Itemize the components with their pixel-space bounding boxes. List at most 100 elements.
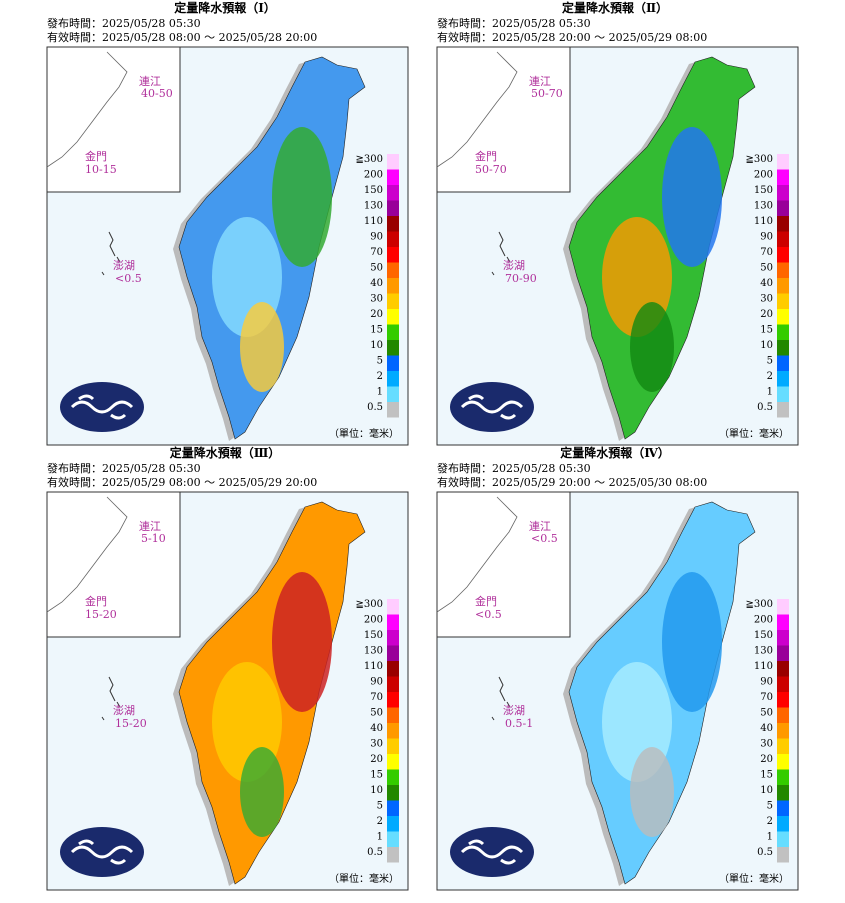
legend-swatch	[387, 216, 399, 232]
legend-label: 150	[754, 630, 773, 641]
legend-swatch	[777, 831, 789, 847]
legend-swatch	[387, 355, 399, 371]
valid-time: 有效時間：2025/05/29 08:00 ～ 2025/05/29 20:00	[47, 475, 317, 489]
penghu-islands	[101, 676, 121, 721]
region-value: 50-70	[531, 87, 563, 100]
legend-swatch	[777, 800, 789, 816]
legend-label: 50	[760, 708, 773, 719]
legend-label: 110	[364, 661, 383, 672]
legend-label: 40	[760, 278, 773, 289]
cwa-logo-wave	[460, 394, 524, 420]
region-value: 5-10	[141, 532, 166, 545]
unit-label: （單位：毫米）	[329, 872, 399, 885]
legend-label: 5	[377, 801, 383, 812]
legend-swatch	[387, 707, 399, 723]
legend-swatch	[777, 231, 789, 247]
panel-title: 定量降水預報（Ⅱ）	[562, 0, 668, 15]
rain-area	[240, 302, 284, 392]
legend-swatch	[777, 293, 789, 309]
cwa-logo	[60, 382, 144, 432]
legend-label: 2	[767, 371, 773, 382]
legend-label: 90	[760, 677, 773, 688]
valid-time: 有效時間：2025/05/28 20:00 ～ 2025/05/29 08:00	[437, 30, 707, 44]
legend-swatch	[777, 614, 789, 630]
region-name: 連江	[529, 74, 551, 88]
legend-swatch	[387, 614, 399, 630]
legend-label: 90	[760, 232, 773, 243]
rain-area	[272, 572, 332, 712]
cwa-logo	[60, 827, 144, 877]
mainland-coast	[46, 496, 128, 613]
legend-swatch	[387, 340, 399, 356]
legend-label: 150	[364, 630, 383, 641]
inset-box	[46, 491, 181, 638]
region-name: 澎湖	[503, 704, 525, 717]
legend-swatch	[777, 386, 789, 402]
rain-area	[630, 302, 674, 392]
rain-area	[630, 747, 674, 837]
legend-swatch	[777, 309, 789, 325]
legend-label: 110	[754, 216, 773, 227]
legend-swatch	[387, 769, 399, 785]
legend-swatch	[387, 754, 399, 770]
region-name: 澎湖	[503, 259, 525, 272]
legend-label: 40	[370, 723, 383, 734]
panel-title: 定量降水預報（Ⅳ）	[560, 445, 670, 460]
legend-label: 10	[760, 785, 773, 796]
legend-swatch	[387, 185, 399, 201]
rain-area	[272, 127, 332, 267]
legend-label: 30	[370, 739, 383, 750]
legend-swatch	[387, 293, 399, 309]
legend-swatch	[777, 645, 789, 661]
legend-label: 1	[767, 387, 773, 398]
legend-swatch	[387, 154, 399, 170]
legend-label: 2	[767, 816, 773, 827]
legend-swatch	[777, 355, 789, 371]
region-value: 40-50	[141, 87, 173, 100]
panel-title: 定量降水預報（Ⅲ）	[170, 445, 281, 460]
legend-swatch	[777, 816, 789, 832]
region-value: 15-20	[115, 717, 147, 730]
legend-swatch	[387, 738, 399, 754]
region-name: 澎湖	[113, 259, 135, 272]
region-name: 連江	[529, 519, 551, 533]
region-name: 金門	[85, 149, 107, 163]
legend-label: 150	[754, 185, 773, 196]
legend-swatch	[777, 371, 789, 387]
legend-swatch	[777, 661, 789, 677]
legend-swatch	[777, 707, 789, 723]
legend-swatch	[777, 200, 789, 216]
legend-swatch	[777, 599, 789, 615]
inset-box	[436, 46, 571, 193]
legend-label: ≧300	[746, 599, 773, 610]
legend-label: 15	[370, 770, 383, 781]
inset-box	[46, 46, 181, 193]
legend-swatch	[387, 324, 399, 340]
legend-label: 90	[370, 677, 383, 688]
legend-swatch	[387, 692, 399, 708]
legend-label: 5	[767, 356, 773, 367]
map-panel: 定量降水預報（Ⅰ）發布時間：2025/05/28 05:30有效時間：2025/…	[46, 0, 409, 446]
cwa-logo-wave	[70, 839, 134, 865]
legend-label: 30	[370, 294, 383, 305]
legend-swatch	[387, 386, 399, 402]
legend-swatch	[777, 340, 789, 356]
region-value: 0.5-1	[505, 717, 533, 730]
legend-swatch	[387, 847, 399, 863]
legend-swatch	[777, 216, 789, 232]
legend-label: 10	[760, 340, 773, 351]
cwa-logo-wave	[70, 394, 134, 420]
legend-label: 5	[767, 801, 773, 812]
legend-swatch	[387, 645, 399, 661]
rain-area	[240, 747, 284, 837]
legend-label: 200	[364, 615, 383, 626]
legend-swatch	[387, 630, 399, 646]
legend-swatch	[387, 262, 399, 278]
mainland-coast	[436, 496, 518, 613]
region-value: <0.5	[475, 608, 502, 621]
map-panel: 定量降水預報（Ⅳ）發布時間：2025/05/28 05:30有效時間：2025/…	[436, 445, 799, 891]
legend-swatch	[387, 309, 399, 325]
legend-label: ≧300	[356, 154, 383, 165]
legend-label: 0.5	[367, 402, 383, 413]
legend-swatch	[387, 200, 399, 216]
